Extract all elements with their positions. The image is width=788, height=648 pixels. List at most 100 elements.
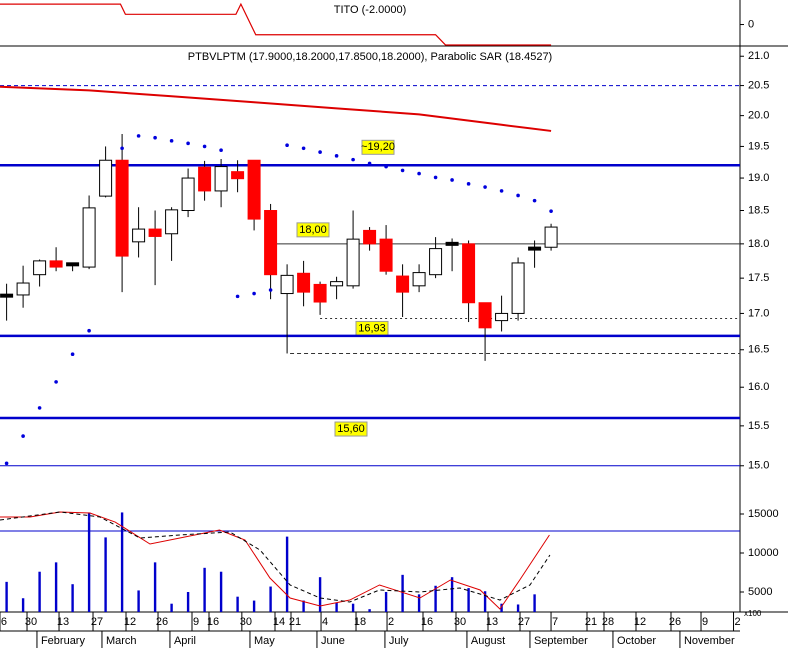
sar-dot xyxy=(433,175,438,180)
x-tick-label: 7 xyxy=(552,616,558,628)
sar-dot xyxy=(367,161,372,166)
sar-dot xyxy=(4,461,9,466)
candle-body xyxy=(49,260,63,268)
sar-dot xyxy=(136,134,141,138)
candle-body xyxy=(511,262,525,314)
annotation: 15,60 xyxy=(337,423,365,435)
x-tick-label: 14 xyxy=(273,616,285,628)
candle-body xyxy=(99,159,113,197)
volume-bar xyxy=(104,537,107,612)
sar-dot xyxy=(186,141,190,146)
month-label: March xyxy=(106,635,137,647)
volume-bar xyxy=(533,594,536,612)
volume-bar xyxy=(5,581,8,612)
y-tick-label: 15.5 xyxy=(748,420,769,432)
y-tick-label: 16.0 xyxy=(748,381,769,393)
sar-dot xyxy=(120,146,124,151)
candle-body xyxy=(412,272,426,287)
volume-bar xyxy=(483,591,487,612)
y-tick-label: 0 xyxy=(748,18,754,30)
volume-bar xyxy=(516,604,520,612)
volume-bar xyxy=(21,598,25,612)
sar-dot xyxy=(37,406,42,410)
y-tick-label: 19.5 xyxy=(748,140,769,152)
sar-dot xyxy=(235,294,240,299)
x-tick-label: 2 xyxy=(388,616,394,628)
x-tick-label: 12 xyxy=(634,616,646,628)
volume-average xyxy=(0,511,551,603)
annotation-box xyxy=(361,139,395,155)
y-tick-label: 16.5 xyxy=(748,344,769,356)
month-label: June xyxy=(321,635,345,647)
sar-dot xyxy=(153,135,157,140)
volume-bar xyxy=(170,603,173,612)
candle-body xyxy=(33,260,47,276)
x-tick-label: 26 xyxy=(156,616,168,628)
candle-body xyxy=(495,312,509,322)
sar-dot xyxy=(549,209,553,213)
panel-title: PTBVLPTM (17.9000,18.2000,17.8500,18.200… xyxy=(188,51,552,63)
y-tick-label: 20.0 xyxy=(748,110,769,122)
sar-dot xyxy=(54,380,58,384)
x-tick-label: 21 xyxy=(289,616,301,628)
annotation-box xyxy=(296,222,330,238)
volume-bar xyxy=(219,571,223,612)
volume-bar xyxy=(302,600,305,612)
volume-bar xyxy=(186,592,190,612)
candle-body xyxy=(544,226,558,248)
sar-dot xyxy=(483,185,487,189)
candle-body xyxy=(462,243,476,304)
x-tick-label: 6 xyxy=(1,616,7,628)
y-tick-label: 5000 xyxy=(748,586,772,598)
candle-body xyxy=(363,229,377,245)
sar-dot xyxy=(400,168,405,173)
x-tick-label: 16 xyxy=(207,616,219,628)
x-tick-label: 13 xyxy=(486,616,498,628)
y-tick-label: 19.0 xyxy=(748,172,769,184)
x-tick-label: 4 xyxy=(322,616,328,628)
x-tick-label: 9 xyxy=(702,616,708,628)
volume-bar xyxy=(54,562,58,612)
volume-bar xyxy=(71,584,74,612)
volume-bar xyxy=(368,609,371,612)
volume-bar xyxy=(137,590,140,612)
volume-bar xyxy=(236,596,239,612)
sar-dot xyxy=(466,182,471,186)
x-tick-label: 12 xyxy=(124,616,136,628)
sar-dot xyxy=(87,328,91,333)
y-tick-label: 17.5 xyxy=(748,272,769,284)
annotation-box xyxy=(334,421,368,437)
x-tick-label: 30 xyxy=(240,616,252,628)
sar-dot xyxy=(285,143,289,147)
volume-bar xyxy=(434,585,437,612)
candle-body xyxy=(280,274,294,295)
x-tick-label: 18 xyxy=(354,616,366,628)
sar-dot xyxy=(318,150,322,154)
volume-bar xyxy=(285,536,289,612)
month-label: August xyxy=(471,635,505,647)
volume-bar xyxy=(351,603,355,612)
volume-bar xyxy=(417,594,421,612)
candle-body xyxy=(82,207,96,268)
unit-label: x100 xyxy=(744,609,762,618)
volume-bar xyxy=(252,600,256,612)
candle-body xyxy=(16,282,30,296)
month-label: February xyxy=(41,635,86,647)
sar-dot xyxy=(334,154,339,158)
sar-dot xyxy=(219,148,223,152)
candle-body xyxy=(231,171,245,180)
x-tick-label: 21 xyxy=(585,616,597,628)
volume-bar xyxy=(269,586,272,612)
candle-body xyxy=(478,302,492,329)
candle-body xyxy=(379,238,393,272)
sar-dot xyxy=(516,193,520,198)
sar-dot xyxy=(252,291,256,296)
candle-body xyxy=(445,241,459,246)
month-label: July xyxy=(389,635,409,647)
x-tick-label: 30 xyxy=(25,616,37,628)
y-tick-label: 17.0 xyxy=(748,307,769,319)
sar-dot xyxy=(351,157,355,162)
y-tick-label: 18.0 xyxy=(748,238,769,250)
candle-body xyxy=(247,159,261,220)
